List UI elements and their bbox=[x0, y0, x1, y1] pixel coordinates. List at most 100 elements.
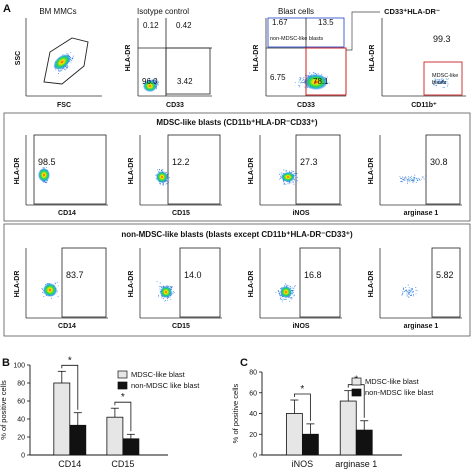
gate-rect bbox=[33, 134, 107, 205]
scatter-dot bbox=[421, 178, 423, 180]
scatter-dot bbox=[299, 77, 301, 78]
scatter-dot bbox=[279, 173, 280, 175]
plot-title-isotype: Isotype control bbox=[137, 7, 189, 16]
scatter-dot bbox=[165, 183, 167, 185]
gate-value: 16.8 bbox=[304, 270, 322, 280]
y-axis-label: % of positive cells bbox=[231, 383, 240, 443]
scatter-dot bbox=[402, 291, 404, 292]
scatter-dot bbox=[441, 81, 443, 82]
scatter-dot bbox=[162, 169, 164, 171]
scatter-dot bbox=[164, 300, 166, 302]
legend-label: non-MDSC like blast bbox=[365, 388, 434, 397]
scatter-dot bbox=[411, 291, 413, 293]
scatter-dot bbox=[407, 284, 409, 286]
scatter-dot bbox=[166, 285, 168, 287]
scatter-dot bbox=[293, 287, 295, 289]
scatter-dot bbox=[151, 79, 152, 81]
scatter-dot bbox=[289, 182, 290, 184]
scatter-dot bbox=[407, 179, 408, 181]
scatter-dot bbox=[400, 178, 402, 179]
scatter-dot bbox=[412, 179, 413, 181]
bar bbox=[285, 413, 303, 456]
scatter-dot bbox=[408, 176, 409, 178]
scatter-dot bbox=[408, 180, 410, 181]
scatter-dot bbox=[280, 175, 281, 177]
scatter-dot bbox=[278, 293, 280, 294]
scatter-dot bbox=[439, 82, 441, 84]
gate-value: 83.7 bbox=[66, 270, 84, 280]
scatter-dot bbox=[166, 180, 168, 182]
quadrant-ur-value: 13.5 bbox=[318, 18, 334, 27]
scatter-dot bbox=[286, 284, 288, 286]
scatter-dot bbox=[156, 82, 158, 83]
scatter-dot bbox=[67, 66, 69, 67]
scatter-dot bbox=[161, 297, 163, 299]
scatter-dot bbox=[284, 170, 286, 172]
scatter-dot bbox=[282, 298, 284, 300]
scatter-dot bbox=[70, 52, 71, 53]
scatter-dot bbox=[413, 294, 414, 296]
scatter-dot bbox=[300, 82, 302, 84]
axis-label-hla-dr: HLA-DR bbox=[14, 271, 21, 298]
axis-label-hla-dr: HLA-DR bbox=[369, 45, 376, 72]
scatter-dot bbox=[168, 173, 169, 174]
scatter-dot bbox=[407, 291, 409, 292]
axis-label-marker: iNOS bbox=[292, 323, 309, 330]
scatter-dot bbox=[445, 78, 447, 80]
scatter-dot bbox=[284, 298, 285, 300]
scatter-dot bbox=[434, 78, 436, 80]
scatter-dot bbox=[441, 79, 442, 81]
legend-label: MDSC-like blast bbox=[365, 377, 420, 386]
scatter-dot bbox=[55, 69, 57, 71]
scatter-dot bbox=[303, 82, 305, 83]
scatter-dot bbox=[157, 84, 159, 86]
scatter-dot bbox=[402, 178, 403, 180]
gate-value: 98.5 bbox=[38, 157, 56, 167]
scatter-dot bbox=[153, 80, 155, 81]
axis-label-hla-dr: HLA-DR bbox=[368, 271, 375, 298]
scatter-dot bbox=[60, 70, 62, 71]
scatter-dot bbox=[410, 291, 412, 293]
scatter-dot bbox=[279, 295, 281, 297]
significance-star: * bbox=[121, 392, 125, 403]
bar bbox=[122, 438, 140, 456]
scatter-dot bbox=[410, 294, 412, 296]
section-non-mdsc-like bbox=[3, 223, 471, 337]
scatter-dot bbox=[281, 299, 282, 300]
scatter-dot bbox=[166, 285, 167, 287]
scatter-dot bbox=[159, 282, 161, 284]
scatter-dot bbox=[293, 294, 295, 296]
scatter-dot bbox=[159, 183, 161, 185]
scatter-dot bbox=[295, 176, 297, 177]
scatter-dot bbox=[66, 67, 67, 68]
scatter-dot bbox=[408, 287, 410, 288]
scatter-dot bbox=[293, 183, 295, 185]
y-tick-label: 80 bbox=[249, 370, 257, 377]
scatter-dot bbox=[409, 290, 411, 292]
gate-label-non-mdsc: non-MDSC-like blasts bbox=[270, 36, 323, 42]
scatter-dot bbox=[405, 290, 407, 292]
scatter-dot bbox=[158, 295, 159, 296]
scatter-dot bbox=[45, 284, 46, 285]
scatter-dot bbox=[410, 288, 412, 290]
scatter-dot bbox=[67, 53, 69, 55]
scatter-dot bbox=[408, 291, 409, 293]
scatter-dot bbox=[155, 81, 157, 82]
scatter-dot bbox=[43, 167, 45, 168]
scatter-dot bbox=[67, 67, 69, 69]
scatter-dot bbox=[167, 179, 169, 180]
gate-rect bbox=[295, 134, 341, 205]
scatter-dot bbox=[439, 82, 441, 84]
scatter-dot bbox=[435, 85, 437, 87]
scatter-dot bbox=[411, 289, 412, 291]
scatter-dot bbox=[159, 169, 160, 170]
significance-star: * bbox=[300, 384, 304, 395]
scatter-dot bbox=[444, 83, 446, 85]
gate-label-line1: MDSC-like bbox=[432, 73, 458, 79]
scatter-dot bbox=[411, 295, 412, 296]
scatter-dot bbox=[161, 287, 163, 288]
flow-plot: 98.5 CD14 HLA-DR bbox=[14, 134, 108, 217]
scatter-dot bbox=[405, 287, 407, 288]
scatter-dot bbox=[283, 182, 285, 184]
